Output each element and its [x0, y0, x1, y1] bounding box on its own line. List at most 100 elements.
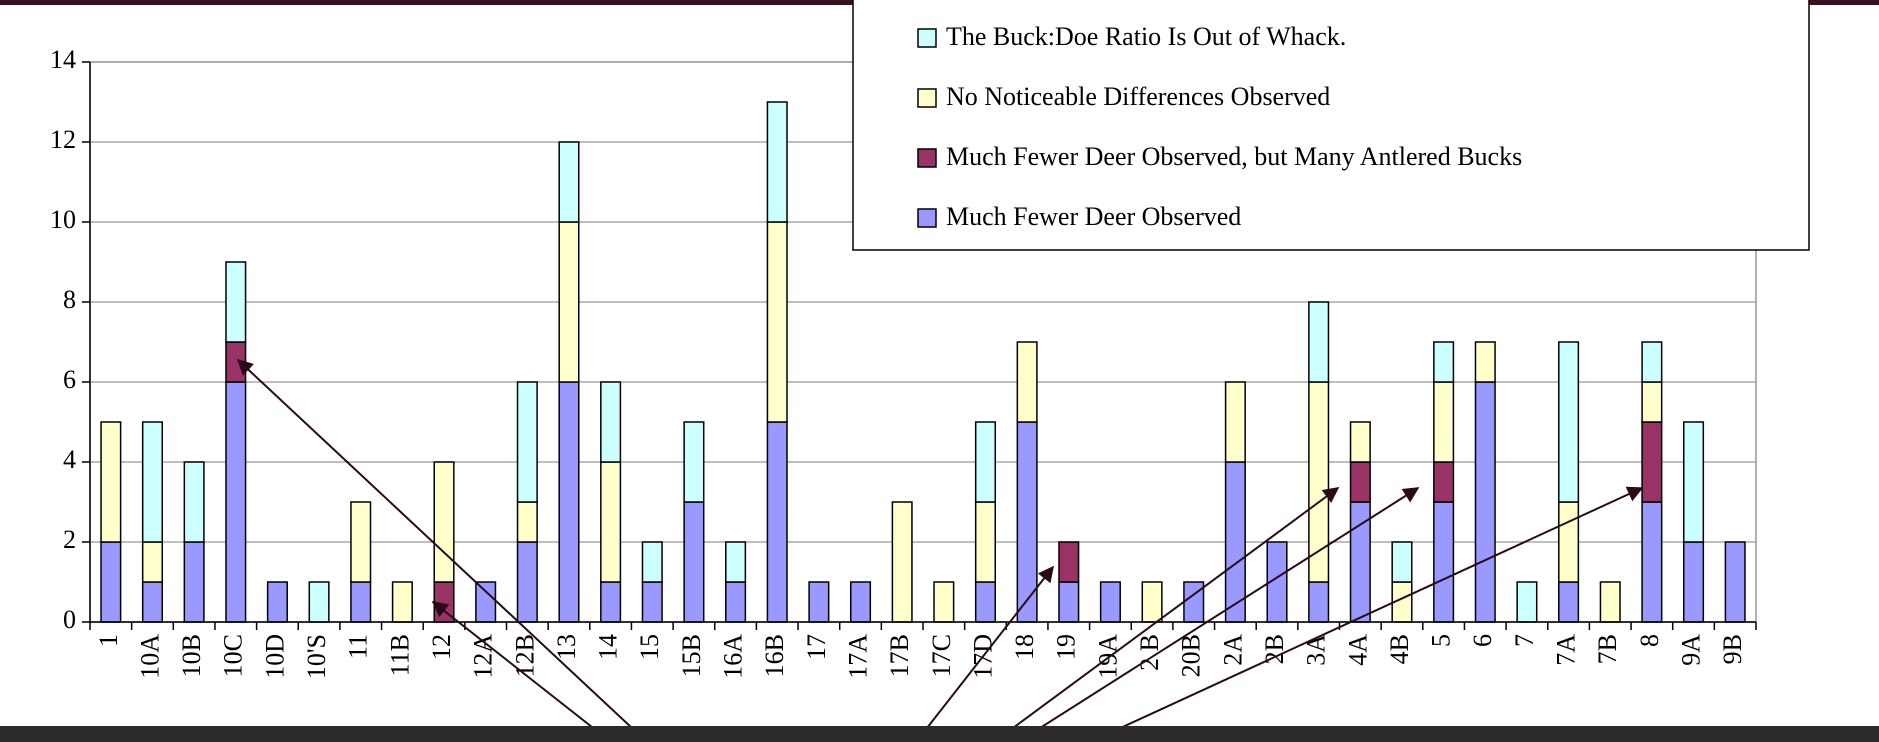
x-tick-label: 15 — [635, 634, 664, 660]
bar-segment — [1641, 381, 1663, 423]
x-tick-label: 17A — [843, 634, 872, 679]
bar-segment — [1724, 541, 1746, 623]
x-tick-label: 7 — [1510, 634, 1539, 647]
legend-swatch — [917, 148, 937, 168]
bar-segment — [1558, 581, 1580, 623]
bar-segment — [1433, 381, 1455, 463]
x-tick-label: 1 — [94, 634, 123, 647]
bar-segment — [600, 461, 622, 583]
y-tick-label: 12 — [50, 125, 76, 154]
x-tick-label: 10B — [177, 634, 206, 677]
bar-segment — [1433, 461, 1455, 503]
bar-segment — [308, 581, 330, 623]
x-tick-label: 20B — [1177, 634, 1206, 677]
bar-segment — [1558, 341, 1580, 503]
annotation-arrows — [236, 358, 1644, 742]
bar-segment — [100, 421, 122, 543]
x-tick-label: 6 — [1468, 634, 1497, 647]
bar-segment — [266, 581, 288, 623]
bar-segment — [1058, 541, 1080, 583]
bar-segment — [141, 541, 164, 583]
bar-segment — [974, 421, 997, 503]
bar-segment — [1308, 301, 1330, 383]
bar-segment — [183, 461, 205, 543]
bar-segment — [600, 581, 622, 623]
bar-segment — [1349, 421, 1371, 463]
bar-segment — [1141, 581, 1163, 623]
x-tick-label: 19A — [1093, 634, 1122, 679]
x-tick-label: 12 — [427, 634, 456, 660]
x-tick-label: 2B — [1260, 634, 1289, 664]
y-tick-label: 6 — [63, 365, 76, 394]
y-tick-label: 4 — [63, 445, 76, 474]
x-tick-label: 19 — [1052, 634, 1081, 660]
bar-segment — [141, 421, 164, 543]
arrow — [1017, 487, 1420, 742]
bar-segment — [1641, 341, 1663, 383]
x-tick-label: 7B — [1593, 634, 1622, 664]
y-tick-label: 14 — [50, 45, 76, 74]
legend-label: No Noticeable Differences Observed — [946, 82, 1330, 111]
bar-segment — [1474, 381, 1496, 623]
bar-segment — [725, 581, 747, 623]
bar-segment — [141, 581, 164, 623]
legend-box — [852, 0, 1810, 251]
bar-segment — [808, 581, 830, 623]
bar-segment — [1308, 581, 1330, 623]
x-tick-label: 13 — [552, 634, 581, 660]
x-tick-label: 15B — [677, 634, 706, 677]
bar-segment — [1682, 421, 1705, 543]
bar-segment — [1016, 341, 1038, 423]
legend-label: The Buck:Doe Ratio Is Out of Whack. — [946, 22, 1346, 51]
bar-segment — [641, 541, 663, 583]
bar-segment — [1349, 461, 1371, 503]
y-tick-label: 10 — [50, 205, 76, 234]
bar-segment — [225, 341, 247, 383]
bar-segment — [1099, 581, 1121, 623]
bar-segment — [1682, 541, 1705, 623]
bar-segment — [1599, 581, 1621, 623]
x-tick-label: 14 — [594, 634, 623, 660]
y-tick-label: 2 — [63, 525, 76, 554]
bar-segment — [1058, 581, 1080, 623]
x-tick-label: 4B — [1385, 634, 1414, 664]
x-tick-label: 7A — [1552, 634, 1581, 666]
bar-segment — [683, 501, 705, 623]
x-tick-label: 17B — [885, 634, 914, 677]
x-tick-label: 10A — [135, 634, 164, 679]
legend-label: Much Fewer Deer Observed — [946, 202, 1241, 231]
x-tick-label: 4A — [1343, 634, 1372, 666]
x-tick-label: 16A — [719, 634, 748, 679]
arrow — [993, 487, 1340, 742]
bar-segment — [1516, 581, 1538, 623]
y-tick-label: 0 — [63, 605, 76, 634]
arrow — [431, 601, 612, 742]
bar-segment — [558, 381, 580, 623]
bar-segment — [891, 501, 913, 623]
bar-segment — [516, 501, 538, 543]
bar-segment — [1474, 341, 1496, 383]
legend-swatch — [917, 28, 937, 48]
bottom-band — [0, 726, 1879, 742]
bar-segment — [391, 581, 413, 623]
legend-label: Much Fewer Deer Observed, but Many Antle… — [946, 142, 1522, 171]
bar-segment — [1224, 461, 1246, 623]
bar-segment — [558, 141, 580, 223]
x-tick-label: 18 — [1010, 634, 1039, 660]
x-tick-label: 10'S — [302, 634, 331, 679]
bar-segment — [183, 541, 205, 623]
y-tick-label: 8 — [63, 285, 76, 314]
x-tick-label: 12B — [510, 634, 539, 677]
bar-segment — [516, 381, 538, 503]
bar-segment — [225, 261, 247, 343]
legend: The Buck:Doe Ratio Is Out of Whack. No No… — [852, 0, 1810, 251]
bar-segment — [1183, 581, 1205, 623]
bar-segment — [766, 101, 788, 223]
bar-segment — [516, 541, 538, 623]
x-tick-label: 16B — [760, 634, 789, 677]
arrow — [1089, 486, 1644, 742]
bar-segment — [100, 541, 122, 623]
bar-segment — [1224, 381, 1246, 463]
